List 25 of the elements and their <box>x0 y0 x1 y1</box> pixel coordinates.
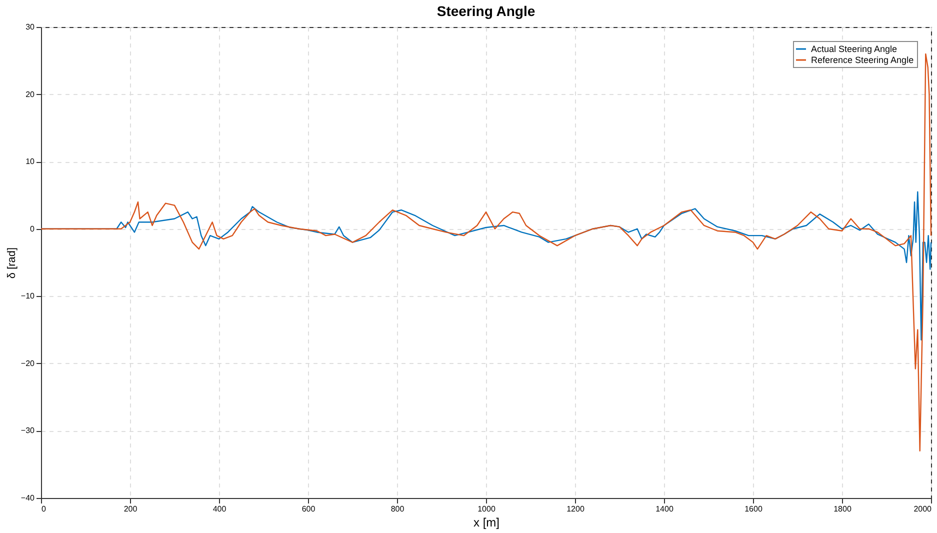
x-tick-label: 1000 <box>478 504 496 514</box>
y-tick-label: 10 <box>26 157 36 166</box>
x-tick-label: 0 <box>42 504 46 514</box>
y-tick-label: −20 <box>20 358 36 368</box>
y-tick-label: 0 <box>30 224 36 234</box>
line-series <box>40 53 932 452</box>
y-tick-label: −30 <box>20 426 36 436</box>
x-tick-label: 1200 <box>566 504 585 514</box>
y-tick-label: −40 <box>20 494 36 502</box>
y-tick-label: −10 <box>20 292 36 301</box>
x-tick-label: 800 <box>390 504 405 514</box>
y-tick-label: 30 <box>26 22 36 32</box>
y-tick-label: 20 <box>26 90 36 99</box>
x-tick-label: 400 <box>212 504 227 514</box>
x-tick-label: 1800 <box>834 504 852 514</box>
x-tick-label: 1600 <box>744 504 763 514</box>
legend-label: Actual Steering Angle <box>811 44 898 54</box>
x-axis-title: x [m] <box>474 516 500 530</box>
x-tick-label: 600 <box>302 504 316 514</box>
x-tick-label: 200 <box>124 504 138 514</box>
y-axis-title: δ [rad] <box>6 247 18 279</box>
x-tick-label: 1400 <box>656 504 674 514</box>
chart-title: Steering Angle <box>436 3 536 19</box>
legend-label: Reference Steering Angle <box>811 55 914 65</box>
x-tick-label: 2000 <box>914 504 932 514</box>
